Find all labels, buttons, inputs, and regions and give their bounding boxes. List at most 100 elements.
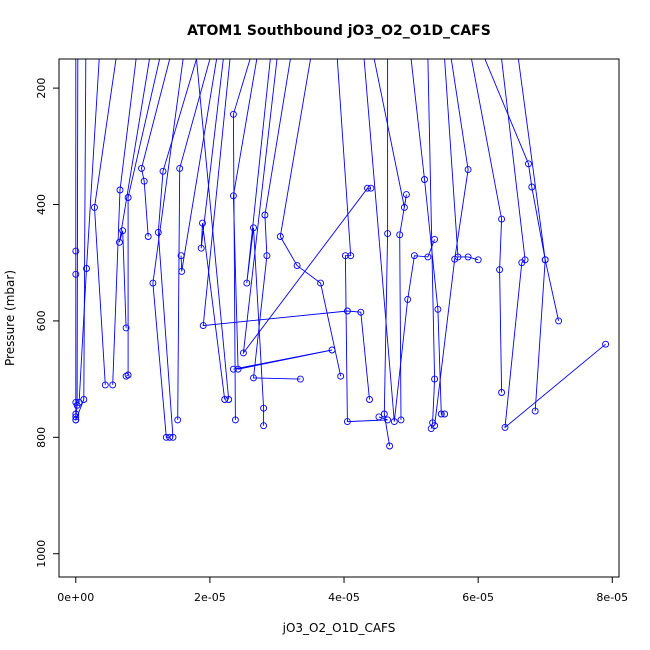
data-point xyxy=(434,305,442,313)
data-point xyxy=(404,295,412,303)
data-point xyxy=(293,262,301,270)
data-point xyxy=(199,322,207,330)
series-line xyxy=(125,59,161,377)
y-tick-label: 600 xyxy=(35,310,48,331)
data-point xyxy=(174,416,182,424)
data-point xyxy=(431,375,439,383)
y-tick-label: 800 xyxy=(35,427,48,448)
series-line xyxy=(94,59,117,385)
data-point xyxy=(343,418,351,426)
series-line xyxy=(517,59,546,412)
data-point xyxy=(197,244,205,252)
series-line xyxy=(200,59,226,400)
data-point xyxy=(199,219,206,227)
data-point xyxy=(380,410,388,418)
data-point xyxy=(421,176,428,183)
data-point xyxy=(115,238,123,246)
series-line xyxy=(112,59,137,385)
data-point xyxy=(119,227,127,235)
data-point xyxy=(384,230,392,238)
data-point xyxy=(390,418,398,426)
data-point xyxy=(154,228,162,236)
y-axis: 200 400 600 800 1000 xyxy=(35,78,60,568)
data-point xyxy=(83,265,90,272)
data-point xyxy=(402,191,410,199)
data-point xyxy=(296,375,304,383)
data-point xyxy=(367,184,375,192)
data-point xyxy=(261,211,269,219)
y-axis-label: Pressure (mbar) xyxy=(3,270,17,366)
data-point xyxy=(169,433,177,441)
data-point xyxy=(474,256,482,264)
plot-lines xyxy=(75,59,606,447)
series-line xyxy=(78,59,100,403)
data-point xyxy=(178,267,186,275)
data-point xyxy=(263,252,271,260)
series-line xyxy=(180,59,218,272)
series-line xyxy=(444,59,479,261)
data-point xyxy=(364,184,371,192)
data-point xyxy=(501,423,509,431)
data-point xyxy=(386,442,394,450)
data-point xyxy=(555,317,563,325)
data-point xyxy=(337,372,345,380)
data-point xyxy=(343,307,351,315)
data-point xyxy=(454,253,462,261)
data-point xyxy=(72,270,80,278)
data-point xyxy=(234,365,242,373)
data-point xyxy=(424,253,432,261)
series-line xyxy=(279,59,342,377)
data-point xyxy=(109,381,117,389)
series-line xyxy=(141,59,171,237)
data-point xyxy=(138,164,145,172)
data-point xyxy=(260,404,268,412)
data-point xyxy=(276,233,284,240)
series-line xyxy=(410,59,445,415)
data-point xyxy=(225,396,233,403)
data-point xyxy=(166,433,174,441)
data-point xyxy=(72,413,80,421)
series-line xyxy=(157,59,197,438)
y-tick-label: 200 xyxy=(35,78,48,99)
data-point xyxy=(250,224,257,232)
series-line xyxy=(252,59,301,380)
data-point xyxy=(431,422,439,430)
data-point xyxy=(464,253,472,261)
data-point xyxy=(602,340,610,348)
series-line xyxy=(242,59,371,355)
data-point xyxy=(239,349,247,357)
series-line xyxy=(373,59,407,420)
chart-title: ATOM1 Southbound jO3_O2_O1D_CAFS xyxy=(187,23,491,39)
plot-points xyxy=(72,110,610,450)
data-point xyxy=(431,235,439,243)
data-point xyxy=(176,164,184,172)
data-point xyxy=(366,396,373,403)
data-point xyxy=(498,389,506,396)
data-point xyxy=(101,381,109,389)
data-point xyxy=(149,279,157,287)
data-point xyxy=(229,110,237,118)
data-point xyxy=(144,233,152,240)
data-point xyxy=(347,252,355,260)
x-axis-label: jO3_O2_O1D_CAFS xyxy=(282,621,396,635)
x-tick-label: 6e-05 xyxy=(462,591,494,604)
data-point xyxy=(91,203,98,211)
x-tick-label: 4e-05 xyxy=(328,591,360,604)
data-point xyxy=(72,247,80,255)
data-point xyxy=(441,410,449,418)
data-point xyxy=(525,160,532,168)
data-point xyxy=(496,266,504,274)
series-line xyxy=(336,59,388,423)
data-point xyxy=(397,416,405,424)
data-point xyxy=(375,413,383,421)
data-point xyxy=(159,167,167,175)
x-tick-label: 8e-05 xyxy=(596,591,628,604)
data-point xyxy=(229,192,237,200)
series-line xyxy=(434,59,469,426)
y-tick-label: 1000 xyxy=(35,540,48,568)
data-point xyxy=(317,279,325,287)
data-point xyxy=(410,252,418,260)
data-point xyxy=(124,371,132,379)
data-point xyxy=(140,177,148,185)
